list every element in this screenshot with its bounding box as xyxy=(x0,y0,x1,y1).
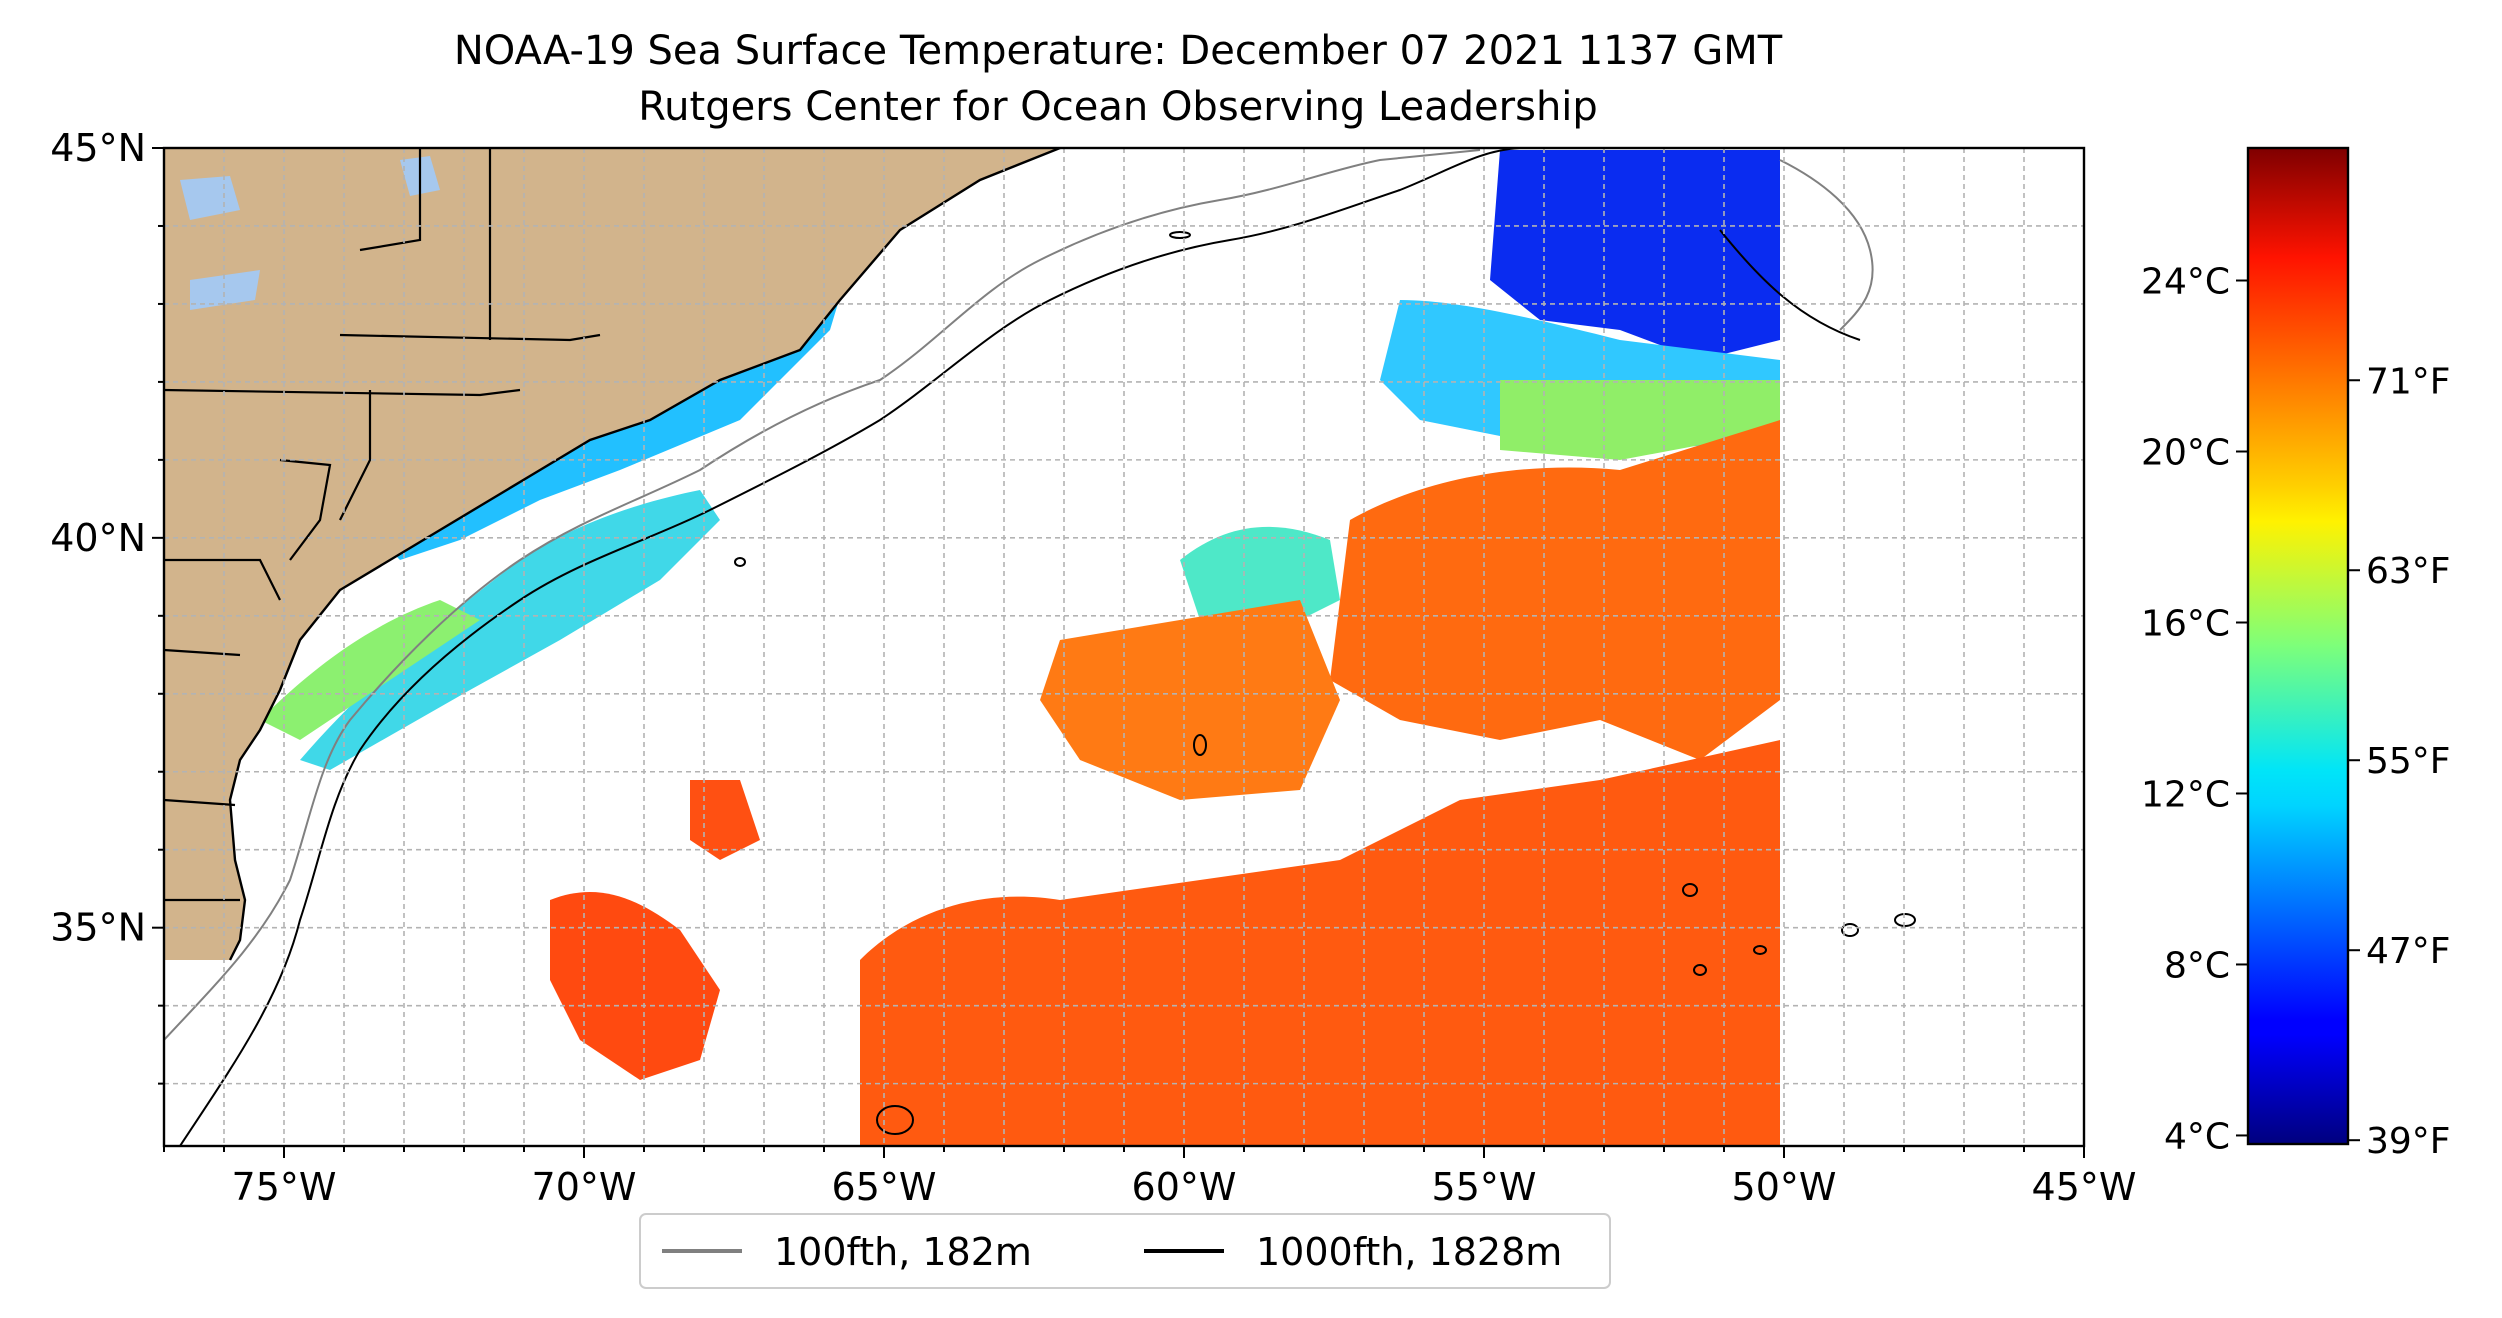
lon-tick-label: 75°W xyxy=(232,1165,337,1209)
legend-label-1000fth: 1000fth, 1828m xyxy=(1256,1230,1562,1274)
legend: 100fth, 182m 1000fth, 1828m xyxy=(639,1213,1611,1289)
land xyxy=(164,148,1060,960)
sst-warm-southwest-patch-2 xyxy=(690,780,760,860)
lat-tick-label: 45°N xyxy=(50,126,146,170)
colorbar-frame xyxy=(2246,146,2350,1146)
legend-label-100fth: 100fth, 182m xyxy=(774,1230,1032,1274)
celsius-tick-label: 16°C xyxy=(2141,603,2230,644)
lat-tick-label: 40°N xyxy=(50,516,146,560)
map-title: NOAA-19 Sea Surface Temperature: Decembe… xyxy=(454,28,1783,74)
map-subtitle: Rutgers Center for Ocean Observing Leade… xyxy=(638,84,1598,130)
coastline xyxy=(228,148,1061,961)
lon-tick-label: 60°W xyxy=(1132,1165,1237,1209)
sst-shelf-green-patch xyxy=(260,600,480,740)
lon-tick-label: 70°W xyxy=(532,1165,637,1209)
graticule xyxy=(164,148,2084,1146)
lon-tick-label: 45°W xyxy=(2032,1165,2137,1209)
fahrenheit-tick-label: 39°F xyxy=(2366,1121,2451,1162)
sst-warm-mid-patch xyxy=(1040,600,1340,800)
fahrenheit-tick-label: 63°F xyxy=(2366,551,2451,592)
celsius-tick-label: 8°C xyxy=(2164,945,2230,986)
sst-warm-south-patch xyxy=(860,740,1780,1146)
sst-data-layer xyxy=(260,150,1780,1146)
celsius-tick-label: 20°C xyxy=(2141,433,2230,474)
sst-shelf-patch xyxy=(300,490,720,770)
fahrenheit-tick-label: 71°F xyxy=(2366,361,2451,402)
lon-tick-label: 55°W xyxy=(1432,1165,1537,1209)
isobath-1000fth xyxy=(179,148,1861,1146)
celsius-tick-label: 12°C xyxy=(2141,774,2230,815)
lake-1 xyxy=(180,176,240,220)
colorbar-ticks: 4°C 8°C 12°C 16°C 20°C 24°C 39°F 47°F 55°F 63°F 71… xyxy=(2141,262,2450,1163)
sst-northeast-cold-patch xyxy=(1490,150,1780,360)
celsius-tick-label: 4°C xyxy=(2164,1116,2230,1157)
isobath-100fth xyxy=(164,149,1874,1041)
lon-tick-label: 65°W xyxy=(832,1165,937,1209)
map-area xyxy=(164,148,2084,1146)
lon-tick-label: 50°W xyxy=(1732,1165,1837,1209)
legend-box xyxy=(639,1213,1611,1289)
fahrenheit-tick-label: 55°F xyxy=(2366,741,2451,782)
sst-warm-central-patch xyxy=(1330,420,1780,760)
lat-tick-label: 35°N xyxy=(50,906,146,950)
sst-warm-southwest-patch xyxy=(550,891,720,1080)
seamount-contours xyxy=(734,231,1916,1135)
fahrenheit-tick-label: 47°F xyxy=(2366,931,2451,972)
colorbar-gradient xyxy=(2248,148,2348,1144)
sst-northeast-green-patch xyxy=(1500,380,1780,460)
lake-3 xyxy=(190,270,260,310)
axis-ticks: 75°W 70°W 65°W 60°W 55°W 50°W 45°W 45°N 40°N 35°N xyxy=(50,126,2136,1209)
state-borders xyxy=(164,148,601,902)
colorbar: 4°C 8°C 12°C 16°C 20°C 24°C 39°F 47°F 55°F 63°F 71… xyxy=(2141,146,2451,1163)
celsius-tick-label: 24°C xyxy=(2141,262,2230,303)
